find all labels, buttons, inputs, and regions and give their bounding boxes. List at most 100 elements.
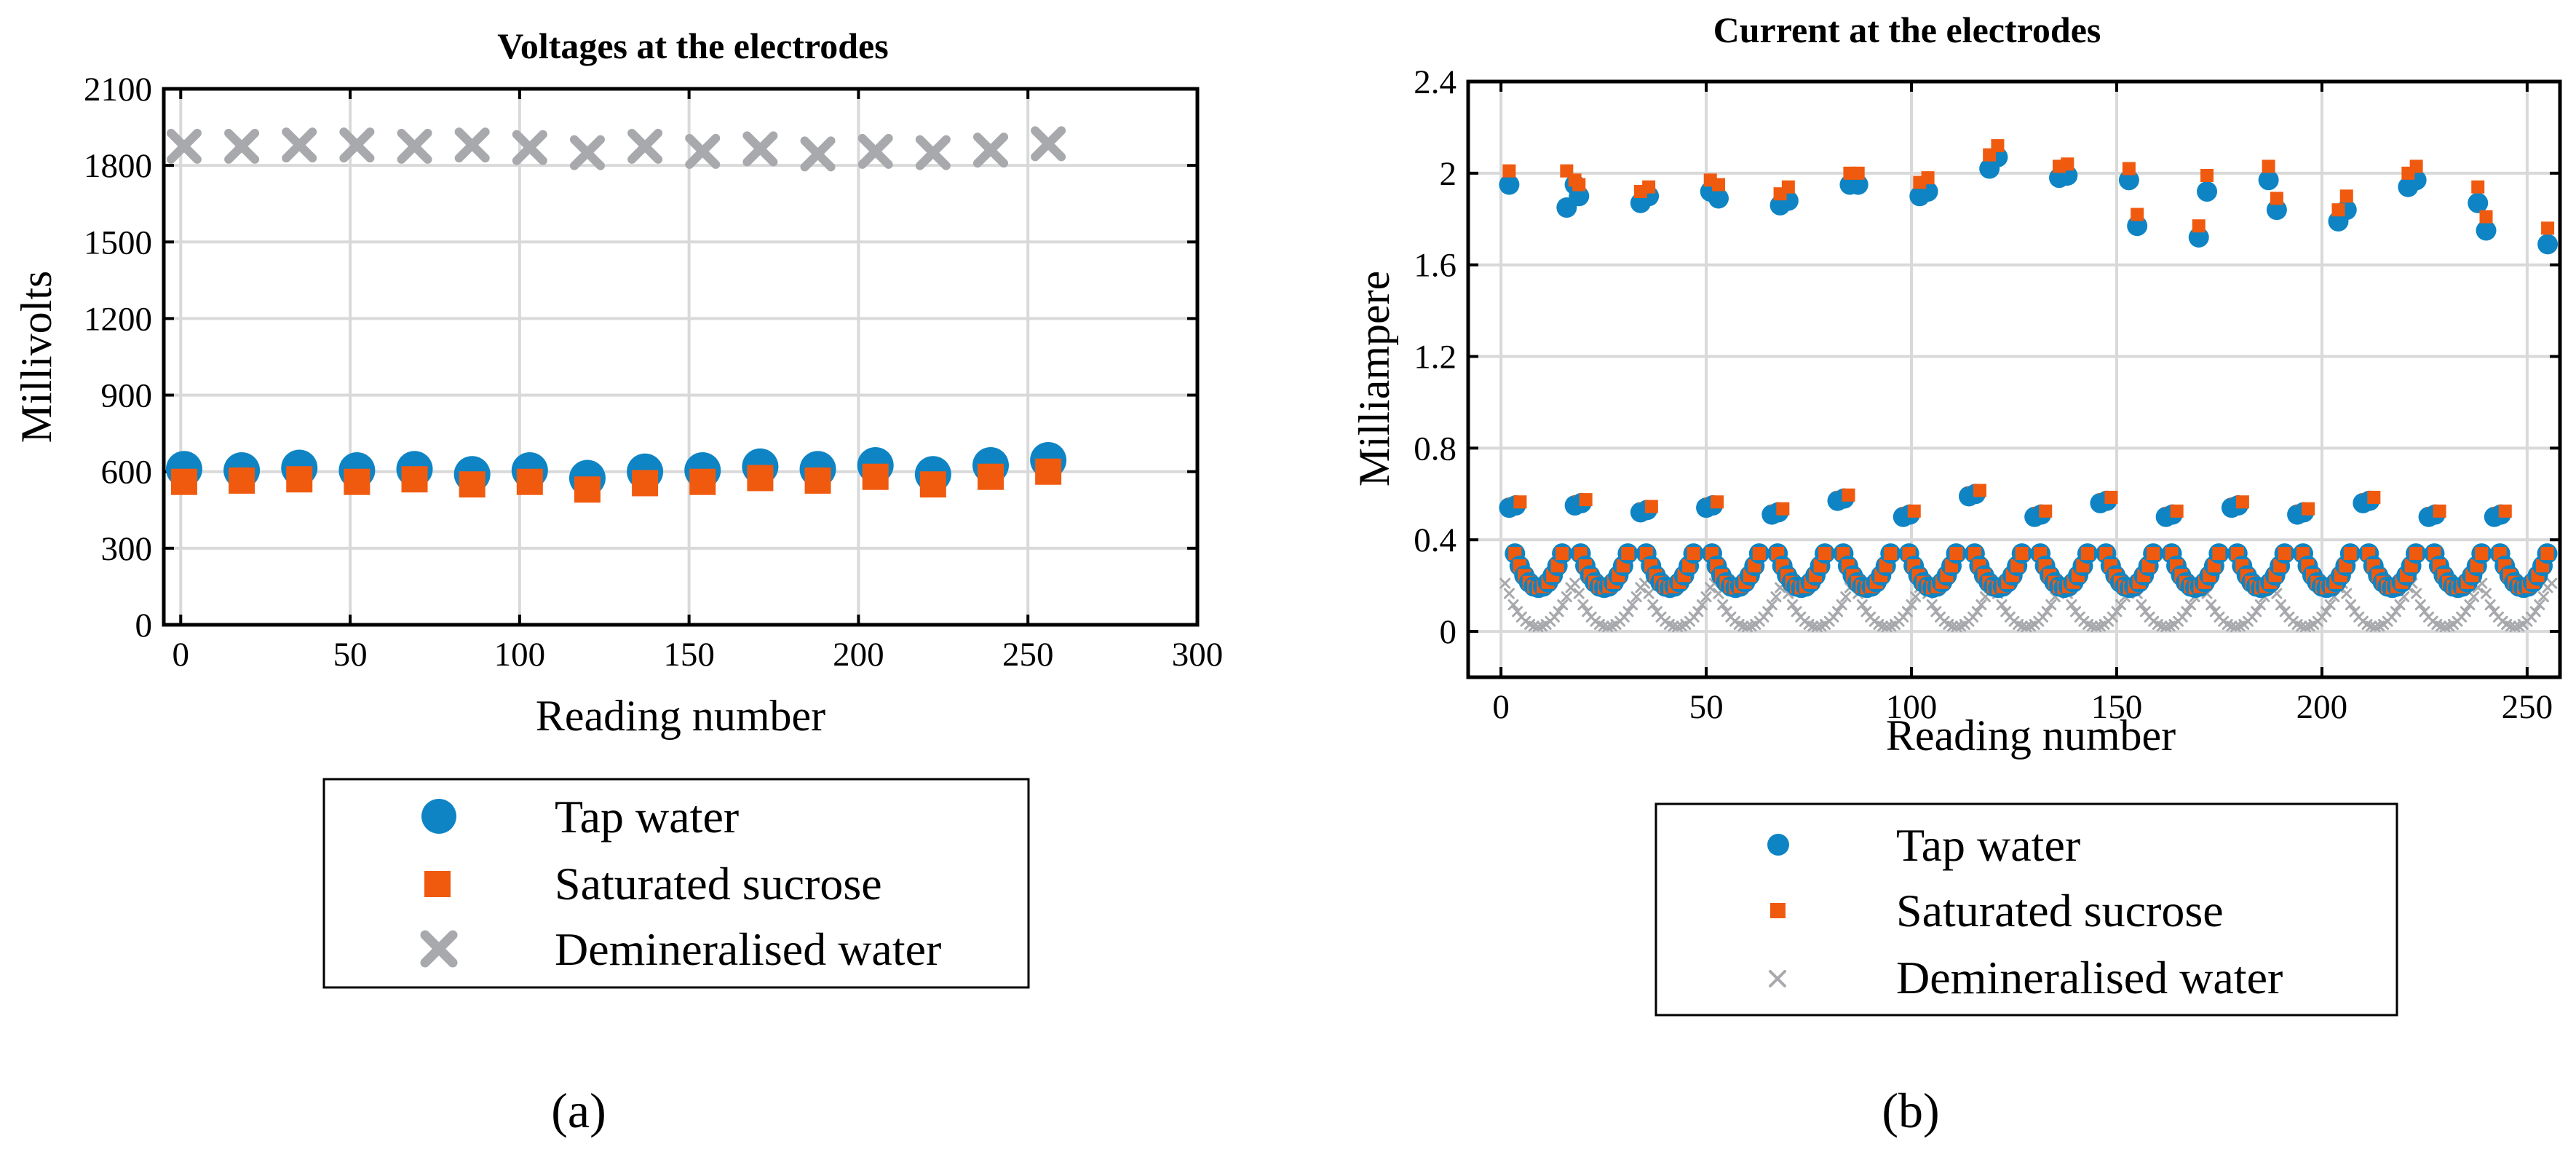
panel-b-sucrose-point (1973, 484, 1986, 497)
panel-a-demin-point (454, 127, 490, 163)
panel-b-demin-point (1647, 599, 1659, 611)
panel-a-plot-frame (162, 87, 1200, 627)
panel-b-demin-point (1573, 588, 1585, 599)
panel-a-demin-point (742, 131, 778, 167)
panel-a-demin-point (569, 135, 605, 170)
panel-b-sucrose-point (1579, 493, 1593, 507)
panel-b-demin-point (1975, 599, 1987, 611)
panel-b-sucrose-point (1572, 178, 1586, 192)
panel-b-sucrose-point (2270, 192, 2283, 205)
panel-b-tap-point (1708, 188, 1729, 209)
panel-b-sucrose-point (2409, 159, 2423, 173)
panel-b-demin-point (1770, 591, 1782, 603)
panel-b-demin-point (2534, 599, 2545, 611)
panel-b-sucrose-point (1991, 139, 2005, 153)
panel-b-legend-sucrose-marker (1770, 903, 1786, 918)
panel-a-demin-point (915, 135, 951, 170)
panel-b-demin-point (2529, 606, 2541, 618)
panel-a-sucrose-point (170, 468, 197, 495)
panel-b-demin-point (2321, 606, 2332, 618)
panel-b-tap-point (2197, 181, 2218, 202)
panel-b-demin-point (2341, 588, 2353, 599)
panel-a-x-tick-label: 150 (663, 636, 715, 674)
panel-a-sucrose-point (919, 471, 946, 498)
panel-a-y-tick-label: 900 (101, 377, 153, 415)
panel-b-sucrose-point (2471, 180, 2485, 194)
panel-b-demin-point (1700, 591, 1712, 603)
panel-b-tap-point (2476, 220, 2497, 241)
panel-b-sucrose-point (2367, 490, 2381, 504)
panel-a-legend-tap-marker (421, 799, 456, 834)
panel-b-demin-point (1996, 599, 2008, 611)
panel-b-demin-point (1553, 606, 1564, 618)
panel-b-sucrose-point (1842, 488, 1855, 502)
panel-b-x-tick-label: 200 (2296, 688, 2348, 726)
panel-b-sucrose-point (1502, 164, 1516, 178)
panel-b-demin-point (1856, 599, 1868, 611)
panel-b-sucrose-point (1781, 180, 1795, 194)
panel-b-demin-point (1906, 599, 1917, 611)
panel-b-sucrose-point (2433, 504, 2446, 518)
panel-b-demin-point (2468, 591, 2480, 603)
panel-a-sucrose-point (632, 470, 659, 497)
panel-a-sucrose-point (516, 468, 543, 495)
panel-a-sucrose-point (401, 466, 428, 493)
panel-b-sucrose-point (1711, 178, 1725, 192)
panel-a-legend-demin-marker (420, 930, 458, 968)
panel-b-demin-point (2537, 591, 2549, 603)
panel-b-demin-point (1717, 599, 1729, 611)
panel-b-demin-point (2484, 599, 2496, 611)
panel-b-sucrose-point (2212, 547, 2226, 561)
panel-b-demin-point (2414, 599, 2426, 611)
panel-b-sucrose-point (2061, 157, 2074, 171)
panel-b-demin-point (1786, 599, 1798, 611)
panel-b-x-tick-label: 150 (2091, 688, 2143, 726)
panel-b-sucrose-point (2343, 547, 2357, 561)
panel-b-demin-point (2345, 599, 2356, 611)
panel-b-demin-point (1926, 599, 1938, 611)
panel-a-demin-point (397, 128, 432, 164)
panel-b-demin-point (1569, 577, 1581, 589)
panel-b-x-axis-label: Reading number (1886, 711, 2176, 760)
panel-b-demin-point (2206, 599, 2217, 611)
panel-a-x-tick-label: 50 (333, 636, 368, 674)
panel-b-sucrose-point (2080, 547, 2094, 561)
panel-a-y-tick-label: 2100 (84, 71, 152, 109)
panel-a-demin-point (166, 128, 202, 164)
panel-a-y-tick-label: 1800 (84, 147, 152, 185)
panel-b-sucrose-point (1752, 547, 1766, 561)
panel-b-demin-point (2460, 606, 2471, 618)
panel-b-demin-point (2184, 599, 2196, 611)
panel-b-sucrose-point (2192, 219, 2206, 233)
panel-b-x-tick-label: 0 (1492, 688, 1510, 726)
panel-b-sucrose-point (1687, 547, 1700, 561)
panel-b-sucrose-point (1513, 495, 1527, 509)
panel-a-x-tick-label: 0 (173, 636, 190, 674)
panel-b-y-tick-label: 0.8 (1414, 430, 1457, 467)
panel-b-legend-tap-label: Tap water (1896, 819, 2080, 871)
panel-b-sucrose-point (2331, 203, 2345, 217)
panel-b-demin-point (1627, 599, 1638, 611)
panel-a-y-tick-label: 0 (135, 607, 153, 644)
panel-a-sucrose-point (286, 466, 313, 493)
panel-b-ticks: 0 50 100 150 200 250 0 0.4 0.8 1.2 1.6 2 2.4 (1414, 63, 2560, 726)
panel-a-demin-point (339, 127, 375, 163)
panel-a-y-axis-label: Millivolts (12, 271, 60, 443)
panel-b-demin-point (1577, 599, 1589, 611)
panel-b-demin-point (2464, 599, 2476, 611)
panel-b-demin-point (2394, 599, 2406, 611)
panel-a-sucrose-point (229, 467, 255, 494)
panel-b-sucrose-point (2147, 547, 2160, 561)
panel-b-demin-point (1692, 606, 1704, 618)
panel-a-y-tick-label: 1200 (84, 300, 152, 338)
panel-b-demin-point (1643, 588, 1654, 599)
panel-b-demin-point (1762, 606, 1774, 618)
panel-b-demin-point (2480, 588, 2492, 599)
panel-b-sucrose-point (2498, 504, 2512, 518)
panel-b-demin-point (1561, 591, 1572, 603)
panel-b-sucrose-point (1949, 547, 1963, 561)
panel-b-demin-point (1503, 588, 1515, 599)
panel-b-series (1499, 139, 2559, 633)
panel-b-sucrose-point (2039, 504, 2053, 518)
